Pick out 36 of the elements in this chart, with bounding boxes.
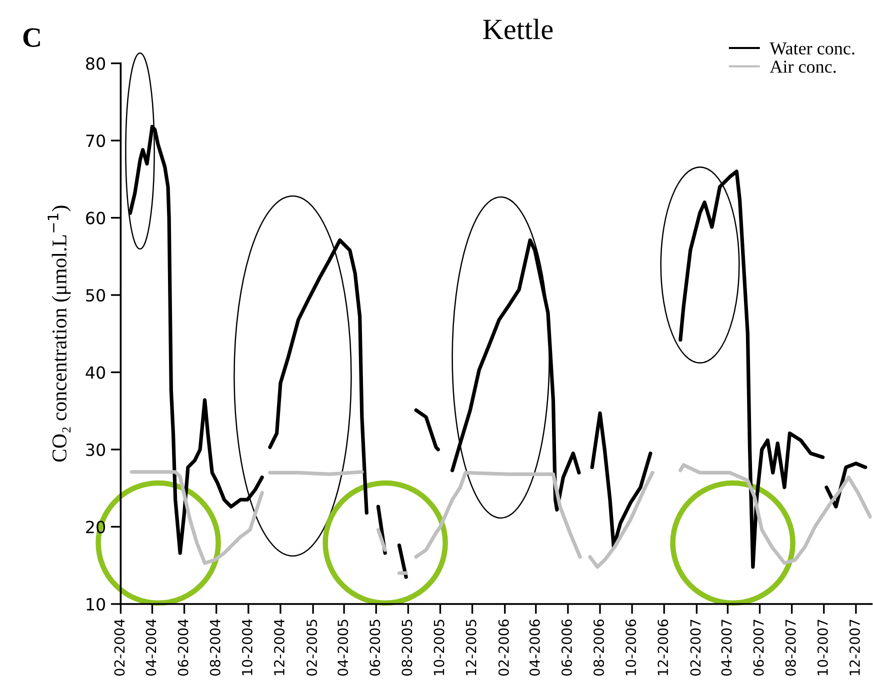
x-tick-label: 08-2006 bbox=[594, 619, 604, 676]
x-tick-label: 12-2007 bbox=[849, 620, 860, 676]
x-tick-label: 10-2007 bbox=[817, 620, 828, 676]
x-tick-label: 08-2005 bbox=[402, 620, 412, 676]
x-tick-label: 04-2007 bbox=[721, 620, 732, 676]
x-tick-label: 02-2006 bbox=[498, 619, 509, 676]
y-tick-label: 10 bbox=[86, 598, 106, 611]
x-tick-label: 10-2006 bbox=[626, 619, 636, 676]
x-tick-label: 08-2007 bbox=[785, 620, 796, 676]
text: C bbox=[23, 28, 40, 47]
x-tick-label: 02-2005 bbox=[306, 620, 318, 676]
x-tick-label: 10-2005 bbox=[434, 620, 444, 676]
y-tick-label: 50 bbox=[86, 288, 106, 302]
x-tick-label: 12-2004 bbox=[274, 619, 284, 676]
y-tick-label: 60 bbox=[86, 212, 106, 224]
x-tick-label: 02-2007 bbox=[690, 620, 701, 676]
x-tick-label: 02-2004 bbox=[114, 619, 125, 676]
x-tick-label: 04-2004 bbox=[146, 619, 156, 676]
x-tick-label: 06-2006 bbox=[561, 619, 572, 676]
legend-label: Air conc. bbox=[770, 60, 836, 73]
x-tick-label: 06-2007 bbox=[753, 620, 764, 676]
x-tick-label: 04-2006 bbox=[529, 619, 540, 676]
y-tick-label: 70 bbox=[86, 134, 106, 148]
x-tick-label: 06-2004 bbox=[178, 619, 188, 676]
x-tick-label: 06-2005 bbox=[370, 620, 380, 676]
x-tick-label: 04-2005 bbox=[338, 620, 348, 676]
x-tick-label: 10-2004 bbox=[242, 619, 252, 676]
x-tick-label: 12-2005 bbox=[466, 620, 476, 676]
x-tick-label: 12-2006 bbox=[658, 619, 668, 676]
y-axis-title: CO₂ concentration (μmol.L$^{−1}$) bbox=[48, 206, 71, 462]
chart-title: Kettle bbox=[483, 18, 553, 40]
x-tick-label: 08-2004 bbox=[210, 619, 220, 676]
legend-label: Water conc. bbox=[770, 42, 854, 55]
y-tick-label: 30 bbox=[86, 443, 106, 456]
y-tick-label: 40 bbox=[86, 366, 106, 379]
y-tick-label: 80 bbox=[86, 57, 106, 70]
